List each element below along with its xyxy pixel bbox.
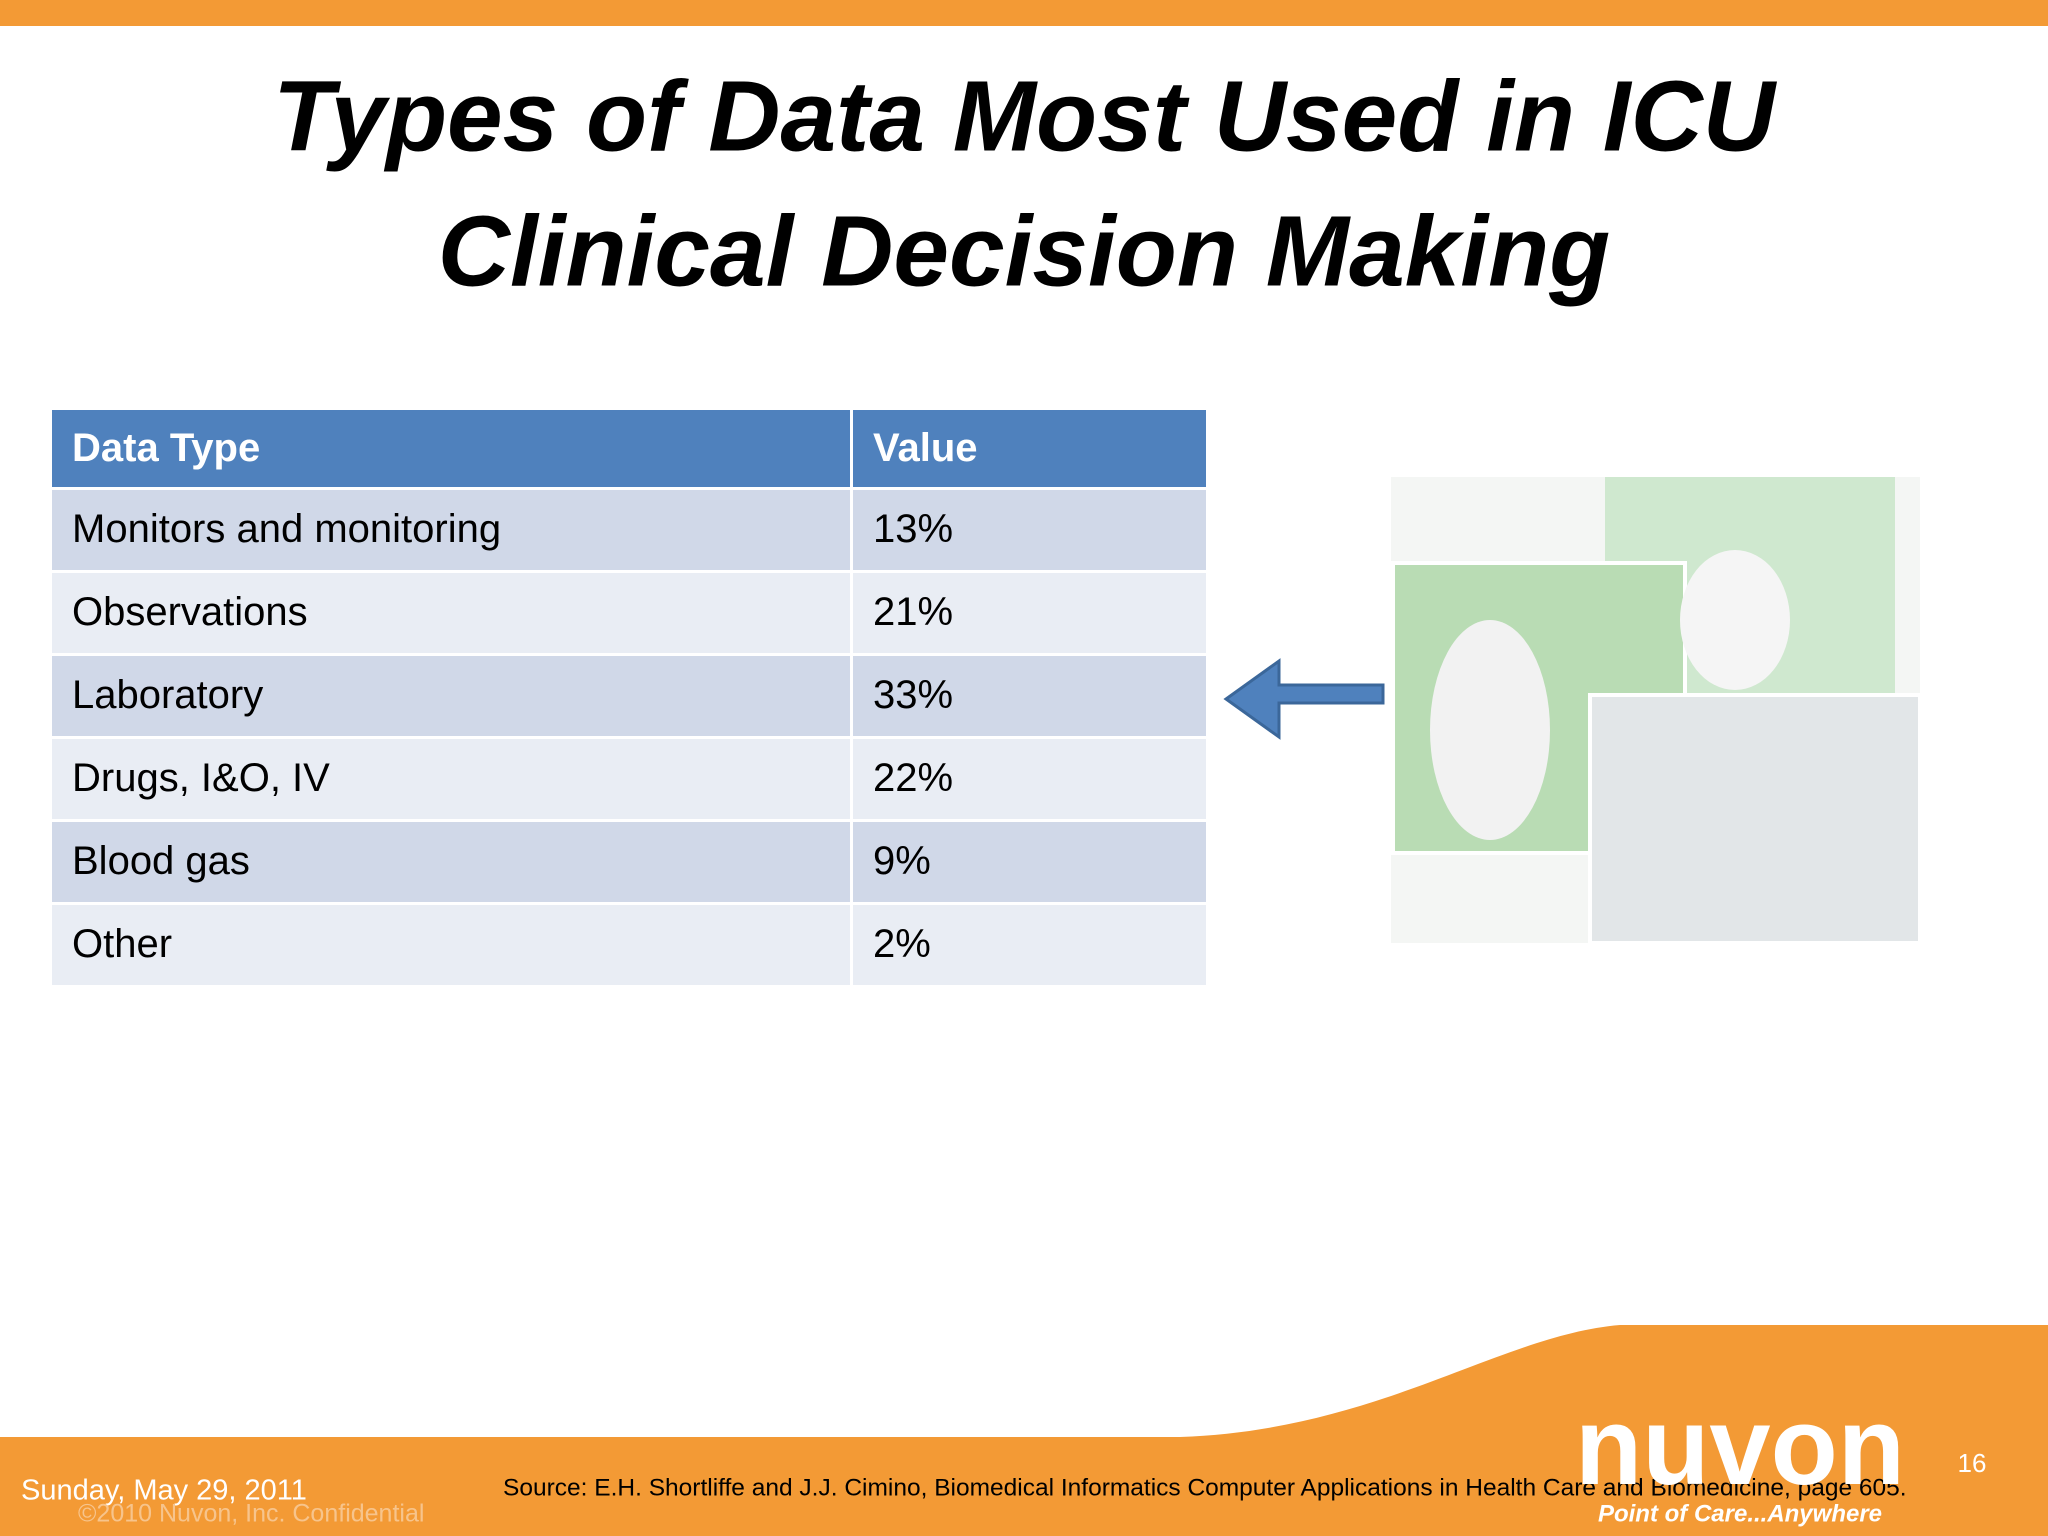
arrow	[1223, 658, 1385, 740]
cell-text: 2%	[873, 922, 931, 966]
page-number: 16	[1958, 1448, 1987, 1478]
header-text: Data Type	[72, 426, 260, 470]
photo-coat	[1430, 620, 1550, 840]
table-cell	[52, 656, 850, 736]
logo: nuvon	[1575, 1385, 1905, 1508]
photo-collage	[1391, 477, 1922, 945]
header-cell	[52, 410, 850, 487]
footer-swoosh	[0, 1325, 2048, 1536]
table-cell	[52, 822, 850, 902]
header-cell	[853, 410, 1206, 487]
cell-text: 22%	[873, 756, 953, 800]
cell-text: 13%	[873, 507, 953, 551]
photo-equipment	[1588, 693, 1922, 945]
table-cell	[52, 739, 850, 819]
table-cell	[52, 905, 850, 985]
cell-text: 21%	[873, 590, 953, 634]
cell-text: 9%	[873, 839, 931, 883]
table-cell	[853, 656, 1206, 736]
cell-text: Laboratory	[72, 673, 263, 717]
table-cell	[853, 573, 1206, 653]
cell-text: 33%	[873, 673, 953, 717]
footer-date: Sunday, May 29, 2011	[21, 1475, 307, 1507]
cell-text: Other	[72, 922, 172, 966]
top-bar	[0, 0, 2048, 26]
table-cell	[52, 573, 850, 653]
cell-text: Monitors and monitoring	[72, 507, 501, 551]
header-text: Value	[873, 426, 978, 470]
photo-coat	[1680, 550, 1790, 690]
footer-confidential: ©2010 Nuvon, Inc. Confidential	[78, 1500, 424, 1528]
title-line: Types of Data Most Used in ICU	[273, 60, 1778, 172]
table-cell	[52, 490, 850, 570]
cell-text: Observations	[72, 590, 308, 634]
footer-source: Source: E.H. Shortliffe and J.J. Cimino,…	[503, 1474, 1907, 1501]
cell-text: Blood gas	[72, 839, 250, 883]
table-cell	[853, 739, 1206, 819]
table-cell	[853, 905, 1206, 985]
logo-tagline: Point of Care...Anywhere	[1598, 1500, 1882, 1527]
data-table: Data Type Value Monitors and monitoring 13%…	[52, 410, 1206, 985]
title-line: Clinical Decision Making	[438, 195, 1611, 307]
table-cell	[853, 490, 1206, 570]
cell-text: Drugs, I&O, IV	[72, 756, 330, 800]
table-cell	[853, 822, 1206, 902]
